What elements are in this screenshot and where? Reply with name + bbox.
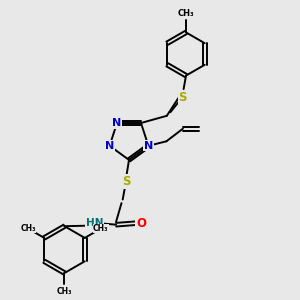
Text: HN: HN [86, 218, 103, 228]
Text: CH₃: CH₃ [20, 224, 36, 233]
Text: O: O [136, 217, 146, 230]
Text: S: S [178, 91, 187, 104]
Text: CH₃: CH₃ [93, 224, 109, 233]
Text: N: N [105, 141, 114, 151]
Text: N: N [144, 141, 153, 151]
Text: CH₃: CH₃ [57, 287, 72, 296]
Text: N: N [112, 118, 122, 128]
Text: S: S [122, 175, 130, 188]
Text: CH₃: CH₃ [178, 9, 194, 18]
